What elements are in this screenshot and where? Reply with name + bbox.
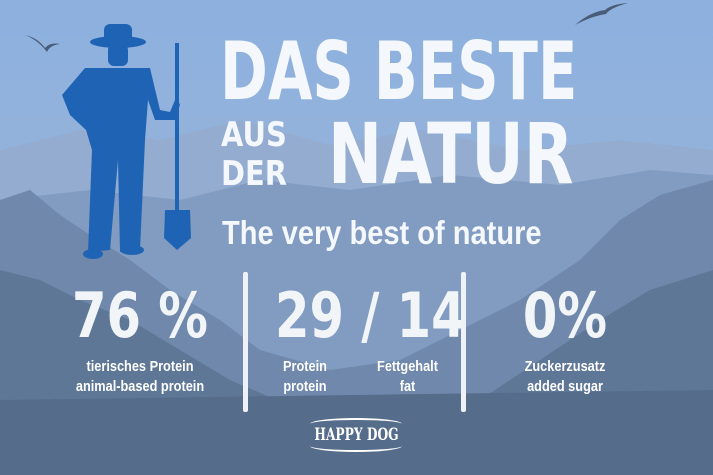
bird-icon [575, 3, 628, 25]
headline-natur: NATUR [328, 105, 574, 203]
stat-protein-label-en: protein [283, 378, 327, 395]
stat-animal-protein-label-en: animal-based protein [75, 378, 205, 395]
headline-line1: DAS BESTE [220, 25, 578, 118]
bird-icon [25, 35, 60, 52]
stat-sugar-label-en: added sugar [527, 378, 603, 395]
headline-small-der: DER [221, 154, 287, 194]
happy-dog-logo: HAPPY DOG [310, 418, 402, 452]
divider [461, 272, 466, 412]
stat-fat-label-de: Fettgehalt [377, 358, 438, 375]
stat-sugar-value: 0% [522, 279, 608, 352]
stat-protein-fat-value: 29 / 14 [275, 279, 466, 352]
stat-fat-label-en: fat [399, 378, 416, 395]
farmer-illustration [62, 24, 191, 259]
stat-animal-protein-label-de: tierisches Protein [86, 358, 194, 375]
stat-protein-label-de: Protein [283, 358, 327, 375]
divider [243, 272, 248, 412]
headline-subtitle: The very best of nature [222, 214, 542, 251]
headline-small-aus: AUS [221, 115, 287, 155]
stat-animal-protein-value: 76 % [72, 279, 208, 352]
stat-sugar-label-de: Zuckerzusatz [524, 358, 606, 375]
logo-text: HAPPY DOG [313, 425, 399, 445]
